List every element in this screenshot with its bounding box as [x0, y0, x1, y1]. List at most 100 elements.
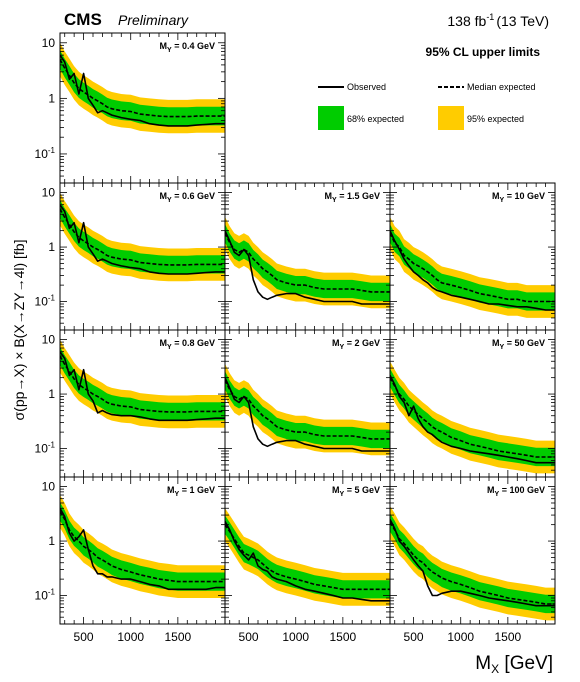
y-tick-label: 10-1 — [35, 294, 56, 309]
panel-plot-area — [225, 508, 390, 606]
panel-2: MY = 1.5 GeV — [224, 182, 391, 331]
panel-plot-area — [225, 363, 390, 456]
x-axis-title-sub: X — [491, 662, 499, 676]
panel-label-m: M — [492, 338, 500, 348]
observed-line — [390, 375, 555, 464]
y-tick-exp: -1 — [48, 146, 56, 155]
y-tick-label: 10-1 — [35, 588, 56, 603]
panel-plot-area — [60, 192, 225, 282]
x-tick-label: 1000 — [447, 630, 474, 644]
panel-label-m: M — [332, 485, 340, 495]
observed-line — [60, 507, 225, 591]
x-tick-label: 1500 — [495, 630, 522, 644]
panel-label: MY = 0.4 GeV — [160, 41, 215, 54]
y-tick-label: 1 — [48, 91, 55, 105]
band-68 — [60, 50, 225, 126]
y-tick-exp: -1 — [48, 588, 56, 597]
median-expected-line — [225, 232, 390, 293]
band-68 — [60, 199, 225, 274]
y-tick-label: 10 — [42, 186, 56, 200]
x-tick-label: 1000 — [117, 630, 144, 644]
observed-line — [390, 519, 555, 607]
observed-line — [60, 351, 225, 422]
y-tick-label: 10 — [42, 333, 56, 347]
panel-label-value: = 100 GeV — [499, 485, 545, 495]
panel-label-value: = 0.8 GeV — [172, 338, 215, 348]
band-68 — [60, 346, 225, 421]
panel-label-sub: Y — [495, 491, 500, 498]
x-axis-title-m: M — [475, 653, 491, 674]
panel-label: MY = 5 GeV — [332, 485, 380, 498]
y-tick-label: 1 — [48, 387, 55, 401]
panel-6: MY = 50 GeV — [389, 329, 556, 478]
panel-label-sub: Y — [167, 344, 172, 351]
band-68 — [225, 371, 390, 449]
panel-label-sub: Y — [167, 197, 172, 204]
panel-label-sub: Y — [500, 197, 505, 204]
panel-label: MY = 2 GeV — [332, 338, 380, 351]
panel-plot-area — [225, 216, 390, 309]
y-tick-base: 10 — [35, 442, 49, 456]
panel-label: MY = 10 GeV — [492, 191, 545, 204]
panel-label-m: M — [492, 191, 500, 201]
panel-5: MY = 2 GeV — [224, 329, 391, 478]
panel-label-sub: Y — [340, 344, 345, 351]
observed-line — [60, 204, 225, 275]
lumi-prefix: 138 fb — [447, 13, 486, 29]
panel-label-m: M — [160, 338, 168, 348]
panel-label: MY = 1.5 GeV — [325, 191, 380, 204]
preliminary-label: Preliminary — [118, 12, 189, 28]
lumi-exponent: -1 — [486, 12, 494, 22]
y-tick-base: 10 — [35, 147, 49, 161]
panel-label-value: = 1.5 GeV — [337, 191, 380, 201]
panel-label: MY = 100 GeV — [487, 485, 545, 498]
panel-plot-area — [390, 216, 555, 318]
x-axis-title: MX [GeV] — [475, 653, 553, 676]
legend-68-swatch — [318, 106, 344, 130]
observed-line — [225, 521, 390, 602]
observed-line — [225, 377, 390, 452]
band-95 — [60, 495, 225, 598]
y-tick-label: 10 — [42, 36, 56, 50]
panel-label-value: = 50 GeV — [504, 338, 545, 348]
lumi-suffix: (13 TeV) — [496, 13, 549, 29]
y-tick-label: 10 — [42, 480, 56, 494]
panel-label-value: = 1 GeV — [179, 485, 215, 495]
y-tick-label: 1 — [48, 240, 55, 254]
y-tick-exp: -1 — [48, 441, 56, 450]
panel-label-sub: Y — [332, 197, 337, 204]
panel-label-value: = 0.6 GeV — [172, 191, 215, 201]
panel-label: MY = 0.8 GeV — [160, 338, 215, 351]
panel-frame — [389, 476, 556, 625]
legend-95-label: 95% expected — [467, 114, 524, 124]
x-axis-title-unit: [GeV] — [499, 653, 553, 674]
panel-label-m: M — [160, 41, 168, 51]
x-tick-label: 500 — [404, 630, 424, 644]
panel-label-value: = 2 GeV — [344, 338, 380, 348]
panel-label: MY = 0.6 GeV — [160, 191, 215, 204]
band-68 — [390, 224, 555, 311]
luminosity-label: 138 fb-1 (13 TeV) — [447, 12, 549, 29]
median-expected-line — [390, 521, 555, 605]
median-expected-line — [60, 510, 225, 583]
legend-median-label: Median expected — [467, 82, 536, 92]
y-tick-base: 10 — [35, 295, 49, 309]
median-expected-line — [390, 377, 555, 458]
panel-label-sub: Y — [340, 491, 345, 498]
observed-line — [60, 54, 225, 127]
y-tick-label: 10-1 — [35, 146, 56, 161]
y-axis-title: σ(pp→X) × B(X→ZY→4l) [fb] — [11, 240, 27, 421]
observed-line — [390, 230, 555, 311]
y-tick-exp: -1 — [48, 294, 56, 303]
x-tick-label: 500 — [239, 630, 259, 644]
x-tick-label: 1500 — [165, 630, 192, 644]
panel-label-sub: Y — [175, 491, 180, 498]
legend-68-label: 68% expected — [347, 114, 404, 124]
panel-8: MY = 5 GeV 500 1000 1500 — [224, 476, 391, 644]
legend-95-swatch — [438, 106, 464, 130]
